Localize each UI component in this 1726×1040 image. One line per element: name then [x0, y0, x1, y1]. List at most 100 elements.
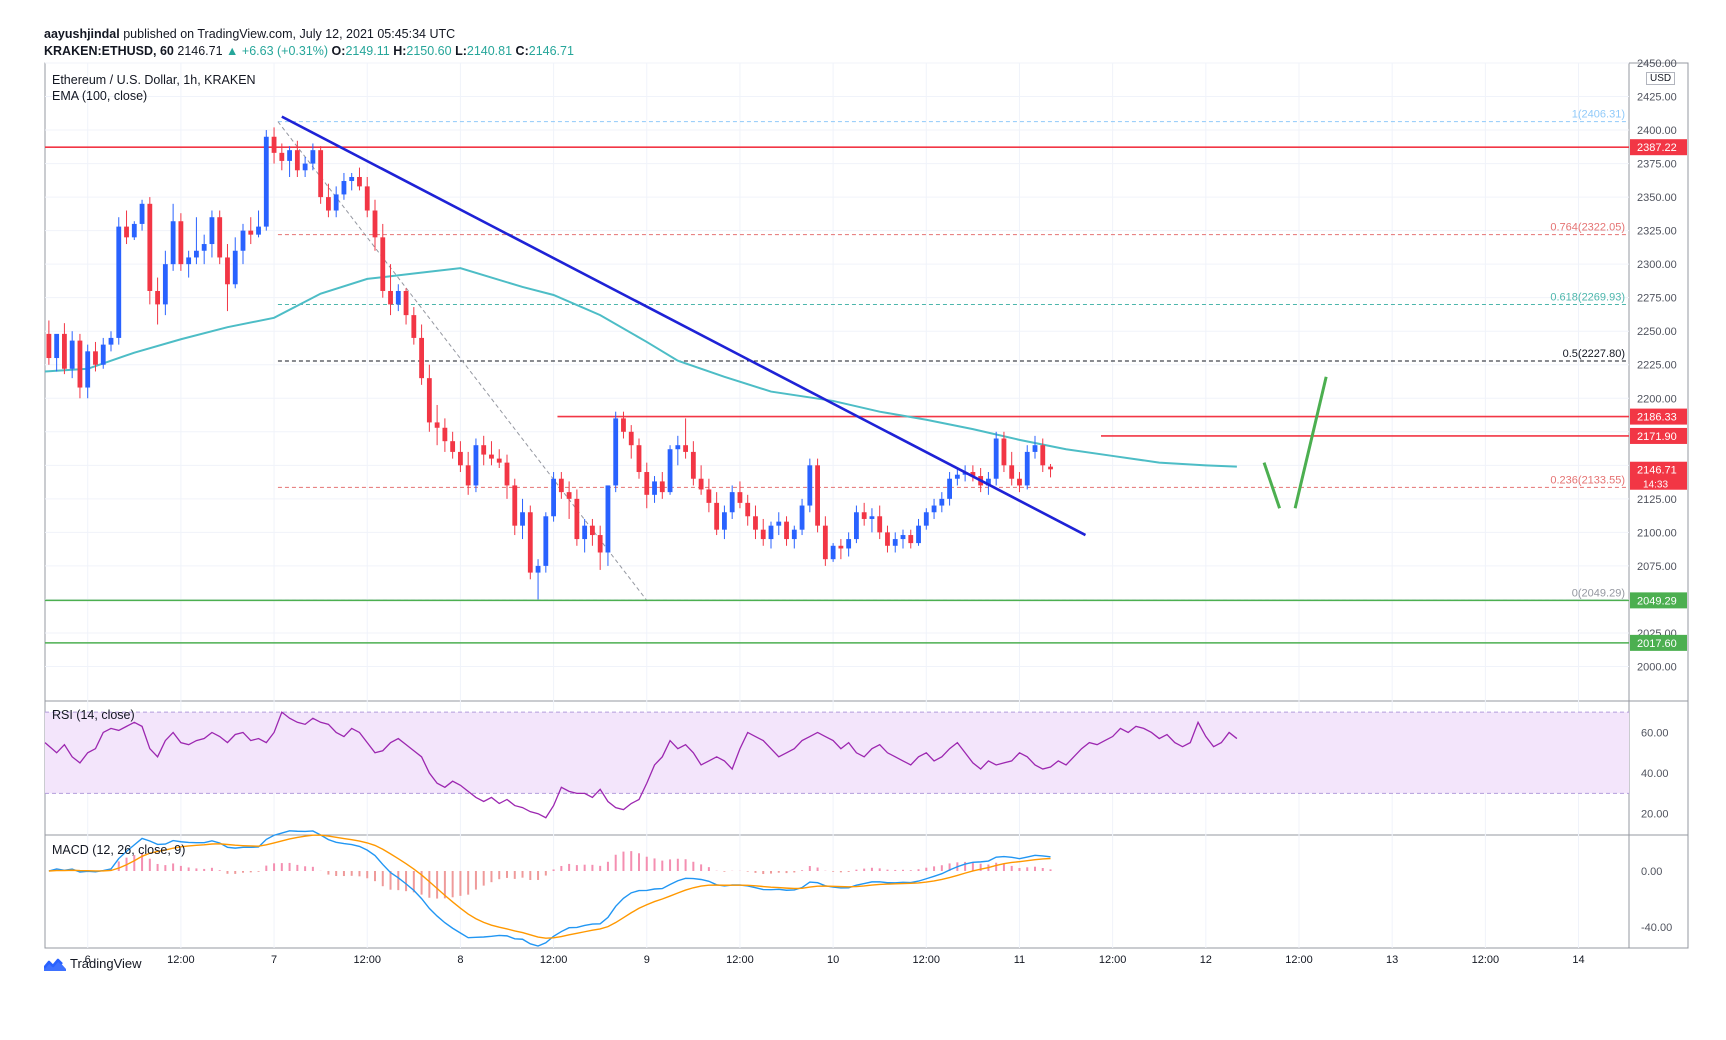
candle-body[interactable] [271, 136, 277, 153]
candle-body[interactable] [450, 441, 456, 452]
candle-body[interactable] [489, 454, 494, 459]
candle-body[interactable] [838, 545, 844, 549]
candle-body[interactable] [745, 502, 751, 517]
candle-body[interactable] [209, 217, 215, 245]
candle-body[interactable] [403, 290, 409, 316]
candle-body[interactable] [543, 516, 549, 566]
candle-body[interactable] [442, 427, 448, 442]
candle-body[interactable] [628, 431, 634, 446]
candle-body[interactable] [1009, 465, 1015, 479]
candle-body[interactable] [426, 378, 432, 423]
price-tag[interactable] [1630, 427, 1687, 444]
candle-body[interactable] [954, 474, 960, 479]
candle-body[interactable] [434, 422, 440, 428]
candle-body[interactable] [815, 465, 820, 526]
candle-body[interactable] [263, 136, 269, 227]
candle-body[interactable] [1017, 478, 1022, 486]
candle-body[interactable] [1032, 445, 1038, 452]
candle-body[interactable] [116, 226, 122, 338]
candle-body[interactable] [481, 445, 487, 455]
candle-body[interactable] [124, 226, 129, 238]
candle-body[interactable] [170, 221, 176, 265]
candle-body[interactable] [822, 525, 828, 560]
candle-body[interactable] [139, 203, 145, 224]
candle-body[interactable] [986, 478, 991, 486]
candle-body[interactable] [558, 478, 564, 493]
candle-body[interactable] [644, 472, 650, 495]
candle-body[interactable] [162, 264, 168, 305]
candle-body[interactable] [411, 315, 417, 338]
candle-body[interactable] [698, 478, 704, 490]
macd-line[interactable] [48, 830, 1051, 947]
candle-body[interactable] [225, 257, 230, 285]
candle-body[interactable] [776, 521, 782, 526]
bearish-trend-line[interactable] [281, 115, 1087, 537]
candle-body[interactable] [62, 333, 67, 369]
candle-body[interactable] [667, 449, 673, 493]
candle-body[interactable] [830, 545, 836, 560]
candle-body[interactable] [916, 525, 921, 544]
candle-body[interactable] [178, 221, 184, 265]
candle-body[interactable] [799, 505, 805, 530]
candle-body[interactable] [108, 337, 114, 345]
candle-body[interactable] [294, 150, 300, 171]
price-tag[interactable] [1630, 592, 1687, 609]
candle-body[interactable] [1024, 451, 1030, 486]
candle-body[interactable] [923, 512, 929, 526]
candle-body[interactable] [341, 181, 347, 195]
candle-body[interactable] [652, 481, 657, 495]
candle-body[interactable] [310, 150, 316, 164]
candle-body[interactable] [240, 230, 246, 251]
price-tag[interactable] [1630, 139, 1687, 156]
candle-body[interactable] [807, 465, 813, 506]
candle-body[interactable] [1040, 445, 1046, 466]
candle-body[interactable] [527, 512, 533, 573]
candle-body[interactable] [900, 535, 906, 540]
candle-body[interactable] [1048, 466, 1053, 470]
candle-body[interactable] [302, 163, 308, 171]
candle-body[interactable] [659, 481, 665, 493]
candle-body[interactable] [279, 152, 285, 161]
candle-body[interactable] [419, 337, 424, 379]
candle-body[interactable] [85, 351, 91, 388]
candle-body[interactable] [877, 516, 883, 533]
candle-body[interactable] [77, 340, 83, 388]
candle-body[interactable] [861, 512, 867, 519]
candle-body[interactable] [364, 186, 370, 211]
candle-body[interactable] [885, 532, 890, 546]
author-name[interactable]: aayushjindal [44, 27, 120, 41]
price-tag[interactable] [1630, 634, 1687, 651]
candle-body[interactable] [504, 462, 510, 486]
rsi-line[interactable] [44, 711, 1238, 819]
candle-body[interactable] [496, 458, 502, 463]
candle-body[interactable] [931, 505, 937, 513]
candle-body[interactable] [566, 492, 572, 499]
tradingview-brand[interactable]: TradingView [44, 956, 142, 971]
candle-body[interactable] [760, 529, 766, 540]
candle-body[interactable] [186, 257, 192, 265]
macd-legend[interactable]: MACD (12, 26, close, 9) [52, 843, 186, 857]
candle-body[interactable] [714, 502, 720, 530]
candle-body[interactable] [970, 472, 976, 477]
candle-body[interactable] [574, 498, 580, 540]
candle-body[interactable] [287, 150, 292, 161]
candle-body[interactable] [683, 445, 688, 452]
candle-body[interactable] [737, 492, 743, 503]
candle-body[interactable] [256, 226, 261, 235]
candle-body[interactable] [333, 194, 339, 211]
candle-body[interactable] [458, 451, 463, 466]
candle-body[interactable] [636, 445, 642, 473]
candle-body[interactable] [46, 333, 52, 359]
candle-body[interactable] [605, 485, 611, 553]
candle-body[interactable] [675, 445, 681, 450]
candle-body[interactable] [232, 250, 238, 285]
candle-body[interactable] [473, 445, 479, 486]
candle-body[interactable] [846, 539, 852, 549]
candle-body[interactable] [318, 150, 324, 198]
candle-body[interactable] [939, 498, 945, 506]
candle-body[interactable] [1001, 438, 1007, 466]
candle-body[interactable] [69, 340, 75, 369]
candle-body[interactable] [947, 478, 952, 499]
candle-body[interactable] [551, 478, 556, 517]
